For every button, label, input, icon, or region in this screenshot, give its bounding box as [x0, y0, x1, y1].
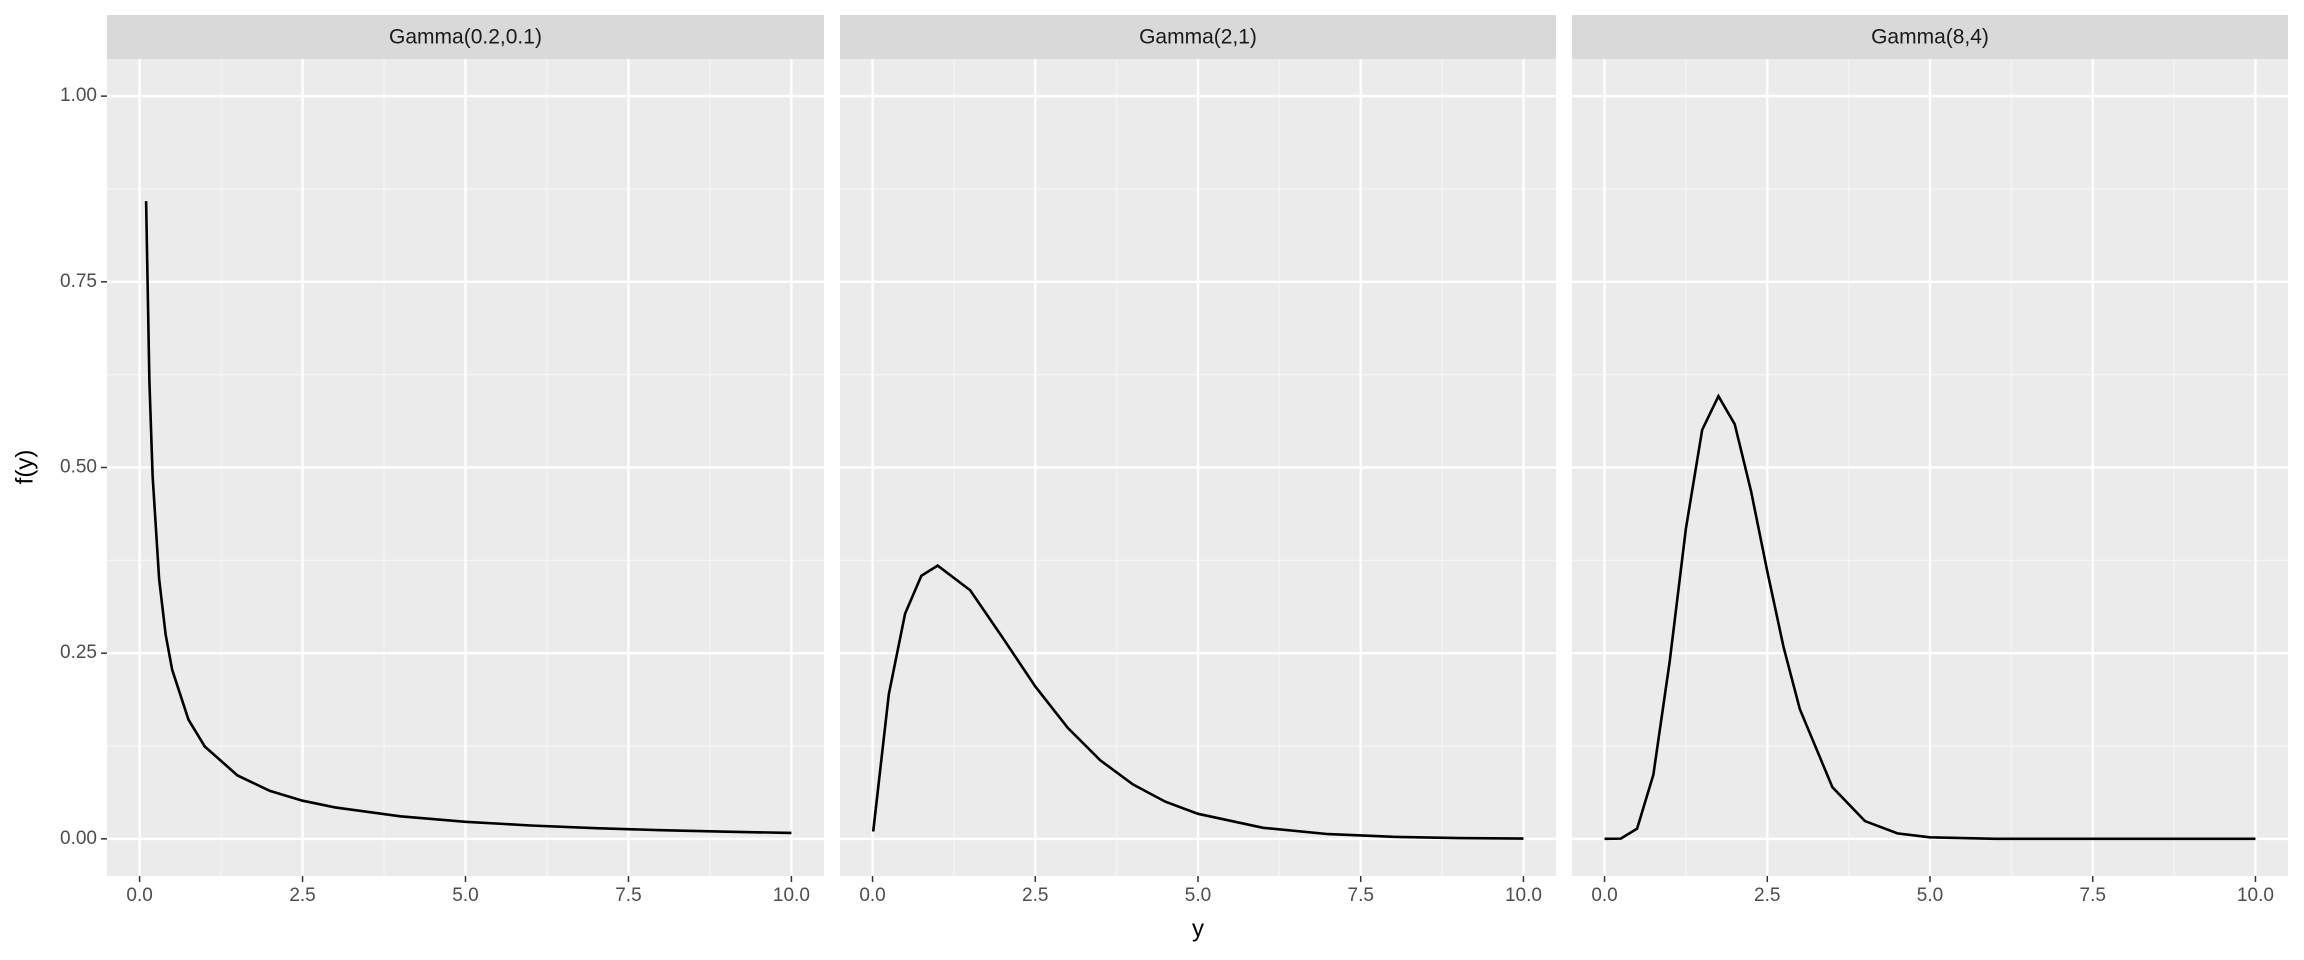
y-tick-label: 0.50 — [60, 457, 97, 478]
y-tick-label: 0.75 — [60, 271, 97, 292]
x-tick-label: 2.5 — [1754, 885, 1780, 906]
panel-title: Gamma(8,4) — [1871, 26, 1989, 49]
x-tick-label: 0.0 — [859, 885, 885, 906]
y-tick-label: 0.00 — [60, 828, 97, 849]
x-axis-title: y — [1192, 915, 1204, 942]
y-tick-label: 0.25 — [60, 642, 97, 663]
strip — [1572, 15, 2288, 59]
panel-title: Gamma(2,1) — [1139, 26, 1257, 49]
y-tick-label: 1.00 — [60, 85, 97, 106]
x-tick-label: 2.5 — [289, 885, 315, 906]
density-line — [144, 201, 792, 835]
density-line — [871, 564, 1524, 840]
x-tick-label: 7.5 — [615, 885, 641, 906]
x-tick-label: 10.0 — [1505, 885, 1542, 906]
density-line — [1604, 393, 2256, 841]
x-tick-label: 0.0 — [1591, 885, 1617, 906]
y-axis-title: f(y) — [11, 450, 38, 485]
strip — [107, 15, 824, 59]
panel-title: Gamma(0.2,0.1) — [389, 26, 542, 49]
x-tick-label: 10.0 — [773, 885, 810, 906]
x-tick-label: 7.5 — [1348, 885, 1374, 906]
x-tick-label: 0.0 — [126, 885, 152, 906]
x-tick-label: 7.5 — [2080, 885, 2106, 906]
x-tick-label: 2.5 — [1022, 885, 1048, 906]
strip — [840, 15, 1556, 59]
x-tick-label: 5.0 — [452, 885, 478, 906]
x-tick-label: 5.0 — [1185, 885, 1211, 906]
x-tick-label: 5.0 — [1917, 885, 1943, 906]
x-tick-label: 10.0 — [2237, 885, 2274, 906]
